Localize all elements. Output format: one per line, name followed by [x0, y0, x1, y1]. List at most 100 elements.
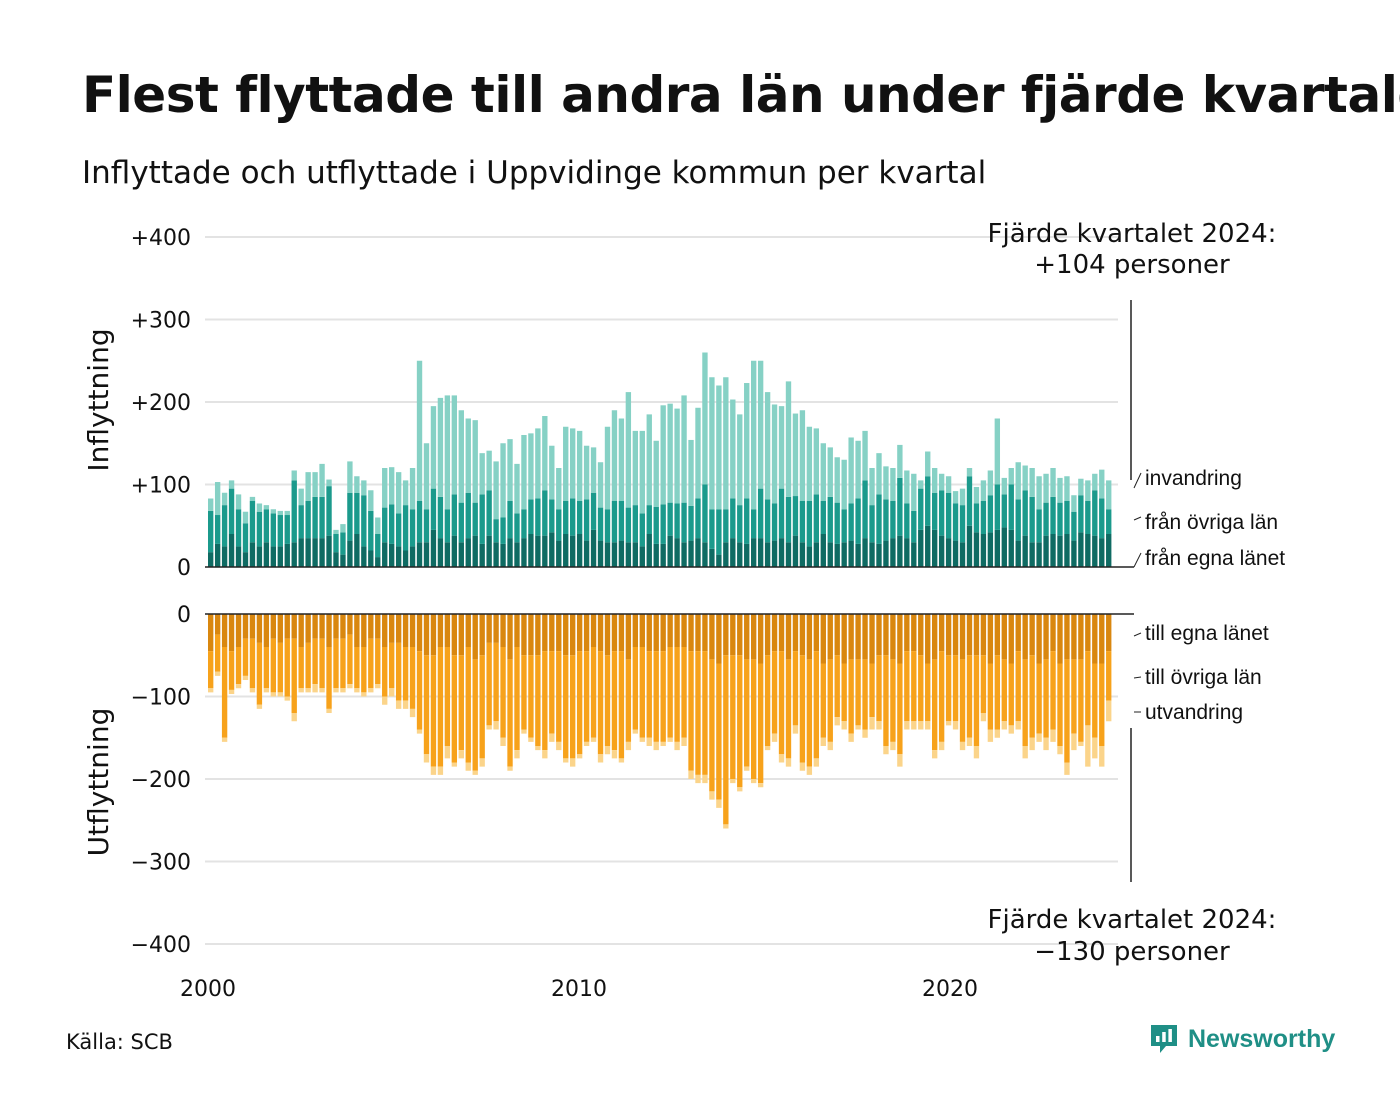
bar-in-segment	[1008, 529, 1014, 568]
bar-out-segment	[472, 659, 478, 771]
bar-out-segment	[841, 663, 847, 722]
bar-out-segment	[764, 746, 771, 751]
bar-in-segment	[771, 503, 778, 541]
bar-out-segment	[751, 614, 757, 660]
bar-out-segment	[980, 713, 987, 722]
bar-out-segment	[785, 659, 792, 759]
bar-in-segment	[1099, 498, 1105, 539]
bar-in-segment	[695, 407, 701, 499]
bar-out-segment	[528, 655, 534, 738]
bar-out-segment	[618, 651, 625, 759]
bar-out-segment	[389, 642, 395, 689]
bar-out-segment	[423, 754, 430, 763]
bar-out-segment	[959, 614, 966, 660]
bar-in-segment	[305, 501, 311, 539]
bar-out-segment	[451, 614, 458, 656]
bar-out-segment	[263, 688, 270, 693]
bar-out-segment	[1099, 663, 1105, 746]
bar-out-segment	[987, 663, 994, 730]
bar-in-segment	[883, 466, 889, 500]
bar-out-segment	[1050, 614, 1056, 652]
bar-in-segment	[1057, 535, 1063, 567]
bar-out-segment	[465, 762, 471, 771]
bar-out-segment	[632, 729, 639, 734]
bar-in-segment	[785, 381, 792, 497]
annotation-in: +104 personer	[1034, 250, 1230, 280]
bar-in-segment	[347, 461, 353, 493]
bar-in-segment	[423, 509, 430, 543]
bar-out-segment	[361, 647, 367, 693]
bar-in-segment	[646, 414, 652, 506]
bar-in-segment	[1085, 480, 1091, 502]
bar-out-segment	[632, 647, 639, 730]
bar-in-segment	[869, 542, 875, 567]
bar-out-segment	[1001, 659, 1007, 722]
bar-in-segment	[1001, 494, 1007, 528]
bar-out-segment	[361, 614, 367, 647]
bar-out-segment	[1085, 651, 1091, 726]
bar-out-segment	[646, 737, 652, 746]
bar-in-segment	[723, 377, 729, 510]
bar-in-segment	[347, 540, 353, 567]
bar-out-segment	[465, 614, 471, 647]
bar-out-segment	[214, 634, 221, 672]
bar-out-segment	[333, 688, 339, 693]
bar-in-segment	[486, 535, 492, 567]
bar-out-segment	[423, 614, 430, 656]
bar-in-segment	[382, 468, 388, 508]
bar-in-segment	[590, 447, 597, 493]
bar-out-segment	[1029, 737, 1035, 751]
bar-out-segment	[1092, 663, 1098, 738]
bar-out-segment	[1036, 614, 1042, 664]
bar-out-segment	[528, 737, 534, 742]
bar-in-segment	[500, 543, 506, 567]
bar-in-segment	[1099, 538, 1105, 568]
bar-out-segment	[618, 758, 625, 763]
bar-out-segment	[402, 647, 409, 701]
bar-in-segment	[514, 463, 520, 514]
bar-out-segment	[423, 655, 430, 755]
bar-in-segment	[674, 538, 680, 568]
y-tick-label: −300	[131, 851, 191, 876]
bar-in-segment	[1057, 502, 1063, 536]
bar-in-segment	[660, 504, 666, 544]
bar-in-segment	[911, 473, 917, 511]
bar-in-segment	[709, 377, 715, 510]
bar-out-segment	[862, 729, 868, 738]
bar-in-segment	[834, 457, 840, 503]
bar-in-segment	[542, 416, 548, 491]
bar-in-segment	[716, 385, 722, 510]
bar-in-segment	[876, 494, 882, 544]
bar-in-segment	[994, 484, 1001, 530]
bar-in-segment	[994, 418, 1001, 485]
bar-in-segment	[563, 534, 569, 567]
bar-out-segment	[737, 787, 743, 792]
bar-out-segment	[737, 614, 743, 656]
bar-out-segment	[479, 758, 485, 767]
bar-in-segment	[444, 542, 451, 567]
source-note: Källa: SCB	[66, 1030, 173, 1054]
bar-in-segment	[402, 550, 409, 567]
bar-in-segment	[1085, 501, 1091, 534]
bar-in-segment	[500, 443, 506, 518]
bar-out-segment	[688, 770, 694, 779]
bar-out-segment	[486, 642, 492, 726]
y-tick-label: −100	[131, 686, 191, 711]
bar-out-segment	[723, 614, 729, 656]
bar-out-segment	[486, 725, 492, 730]
bar-out-segment	[409, 647, 416, 709]
x-tick-label: 2000	[180, 977, 236, 1002]
axes	[205, 300, 1134, 882]
bar-out-segment	[402, 700, 409, 709]
series-leader	[1133, 632, 1142, 637]
bar-in-segment	[326, 486, 332, 536]
bar-in-segment	[737, 414, 743, 506]
bar-out-segment	[806, 614, 813, 660]
bar-out-segment	[326, 614, 332, 647]
bar-in-segment	[493, 461, 499, 520]
bar-in-segment	[208, 510, 214, 553]
bar-in-segment	[632, 505, 639, 543]
bar-out-segment	[806, 659, 813, 767]
bar-out-segment	[298, 614, 304, 647]
bar-out-segment	[1001, 614, 1007, 660]
